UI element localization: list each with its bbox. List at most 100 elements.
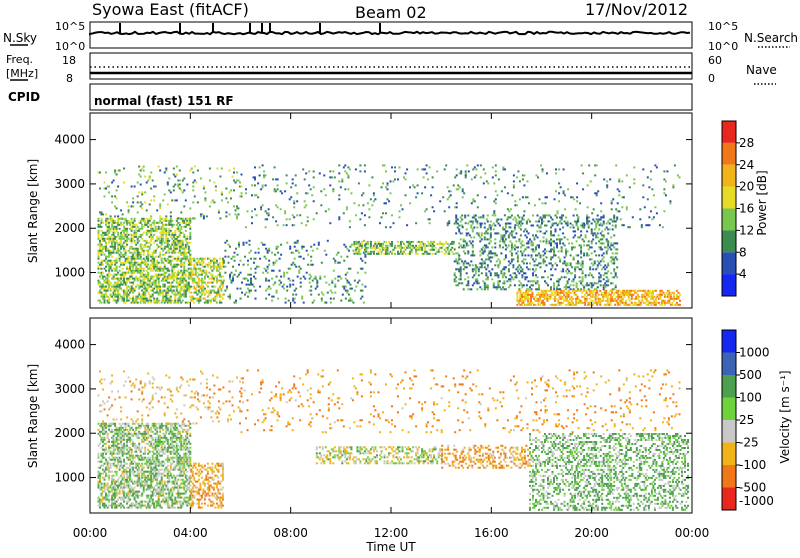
heatmap-cell (144, 296, 146, 298)
heatmap-cell (523, 215, 525, 217)
heatmap-cell (98, 262, 100, 264)
heatmap-cell (415, 245, 417, 247)
heatmap-cell (616, 252, 618, 254)
heatmap-cell (305, 204, 307, 206)
heatmap-cell (306, 272, 308, 274)
heatmap-cell (122, 268, 124, 270)
heatmap-cell (588, 244, 590, 246)
heatmap-cell (523, 184, 525, 186)
heatmap-cell (282, 286, 284, 288)
heatmap-cell (517, 270, 519, 272)
heatmap-cell (472, 244, 474, 246)
heatmap-cell (448, 251, 450, 253)
heatmap-cell (152, 294, 154, 296)
heatmap-cell (193, 280, 195, 282)
heatmap-cell (216, 278, 218, 280)
heatmap-cell (107, 248, 109, 250)
heatmap-cell (597, 215, 599, 217)
heatmap-cell (313, 186, 315, 188)
heatmap-cell (378, 251, 380, 253)
heatmap-cell (550, 227, 552, 229)
heatmap-cell (348, 294, 350, 296)
heatmap-cell (591, 240, 593, 242)
heatmap-cell (149, 176, 151, 178)
heatmap-cell (113, 463, 115, 465)
heatmap-cell (218, 211, 220, 213)
heatmap-cell (397, 251, 399, 253)
heatmap-cell (155, 252, 157, 254)
heatmap-cell (298, 266, 300, 268)
heatmap-cell (150, 232, 152, 234)
heatmap-cell (572, 196, 574, 198)
heatmap-cell (170, 191, 172, 193)
heatmap-cell (185, 260, 187, 262)
heatmap-cell (564, 194, 566, 196)
heatmap-cell (147, 276, 149, 278)
heatmap-cell (603, 234, 605, 236)
heatmap-cell (610, 260, 612, 262)
heatmap-cell (622, 300, 624, 302)
heatmap-cell (381, 251, 383, 253)
heatmap-cell (141, 272, 143, 274)
heatmap-cell (484, 172, 486, 174)
heatmap-cell (321, 292, 323, 294)
heatmap-cell (671, 304, 673, 306)
heatmap-cell (544, 217, 546, 219)
heatmap-cell (189, 258, 191, 260)
heatmap-cell (482, 217, 484, 219)
heatmap-cell (102, 473, 104, 475)
heatmap-cell (559, 221, 561, 223)
heatmap-cell (170, 302, 172, 304)
heatmap-cell (463, 244, 465, 246)
heatmap-cell (596, 292, 598, 294)
heatmap-cell (198, 260, 200, 262)
heatmap-cell (238, 213, 240, 215)
heatmap-cell (406, 224, 408, 226)
heatmap-cell (373, 192, 375, 194)
heatmap-cell (117, 220, 119, 222)
heatmap-cell (101, 459, 103, 461)
heatmap-cell (385, 170, 387, 172)
heatmap-cell (513, 180, 515, 182)
heatmap-cell (473, 254, 475, 256)
heatmap-cell (655, 304, 657, 306)
heatmap-cell (628, 298, 630, 300)
heatmap-cell (159, 294, 161, 296)
heatmap-cell (279, 270, 281, 272)
heatmap-cell (429, 166, 431, 168)
heatmap-cell (387, 184, 389, 186)
heatmap-cell (182, 218, 184, 220)
heatmap-cell (262, 204, 264, 206)
heatmap-cell (110, 230, 112, 232)
heatmap-cell (236, 205, 238, 207)
heatmap-cell (629, 292, 631, 294)
heatmap-cell (520, 266, 522, 268)
heatmap-cell (177, 258, 179, 260)
heatmap-cell (116, 260, 118, 262)
heatmap-cell (464, 260, 466, 262)
heatmap-cell (611, 208, 613, 210)
heatmap-cell (104, 268, 106, 270)
heatmap-cell (182, 232, 184, 234)
heatmap-cell (679, 294, 681, 296)
heatmap-cell (432, 176, 434, 178)
heatmap-cell (265, 174, 267, 176)
heatmap-cell (477, 164, 479, 166)
heatmap-cell (340, 186, 342, 188)
heatmap-cell (147, 256, 149, 258)
heatmap-cell (490, 236, 492, 238)
heatmap-cell (573, 284, 575, 286)
heatmap-cell (521, 298, 523, 300)
heatmap-cell (340, 300, 342, 302)
heatmap-cell (612, 198, 614, 200)
heatmap-cell (238, 274, 240, 276)
heatmap-cell (607, 264, 609, 266)
heatmap-cell (512, 278, 514, 280)
heatmap-cell (509, 223, 511, 225)
heatmap-cell (582, 266, 584, 268)
heatmap-cell (162, 199, 164, 201)
heatmap-cell (104, 439, 106, 441)
heatmap-cell (201, 278, 203, 280)
heatmap-cell (472, 276, 474, 278)
heatmap-cell (198, 290, 200, 292)
